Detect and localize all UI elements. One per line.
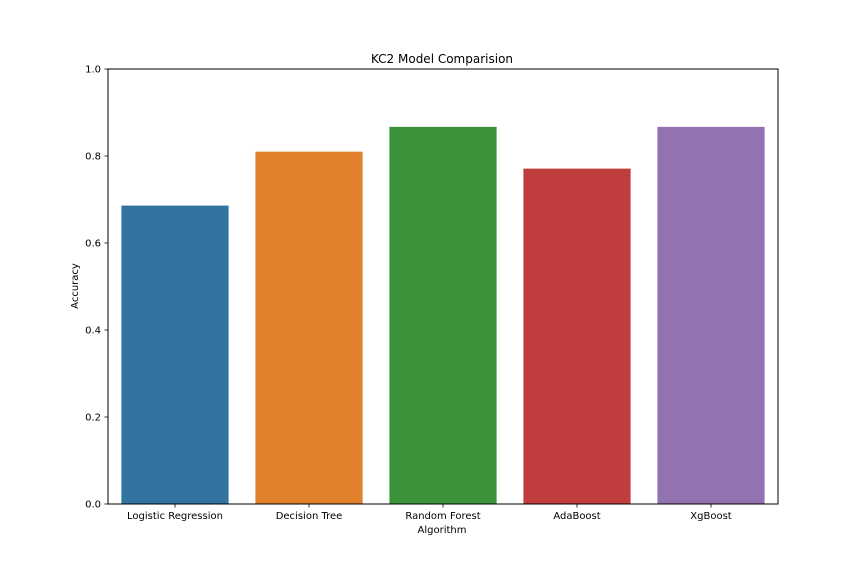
y-tick-label: 1.0 — [85, 65, 101, 76]
x-axis-title: Algorithm — [418, 525, 467, 536]
x-tick-label: Random Forest — [405, 511, 480, 522]
y-tick-label: 0.0 — [85, 500, 101, 511]
y-tick-label: 0.8 — [85, 152, 101, 163]
y-tick-label: 0.6 — [85, 239, 101, 250]
y-ticks-group: 0.0 0.2 0.4 0.6 0.8 1.0 — [85, 65, 108, 511]
x-ticks-group: Logistic Regression Decision Tree Random F… — [127, 504, 732, 522]
bar-logistic-regression — [121, 205, 229, 504]
bar-decision-tree — [255, 151, 363, 504]
bar-adaboost — [523, 168, 631, 505]
x-tick-label: XgBoost — [690, 511, 732, 522]
y-axis-title: Accuracy — [70, 263, 81, 309]
bar-random-forest — [389, 126, 497, 504]
plot-frame — [107, 68, 779, 505]
bars-group — [121, 126, 765, 505]
bar-xgboost — [657, 126, 765, 504]
y-tick-label: 0.2 — [85, 413, 101, 424]
x-tick-label: Logistic Regression — [127, 511, 223, 522]
x-tick-label: AdaBoost — [553, 511, 600, 522]
x-tick-label: Decision Tree — [276, 511, 343, 522]
y-tick-label: 0.4 — [85, 326, 101, 337]
chart-title: KC2 Model Comparision — [371, 52, 513, 66]
